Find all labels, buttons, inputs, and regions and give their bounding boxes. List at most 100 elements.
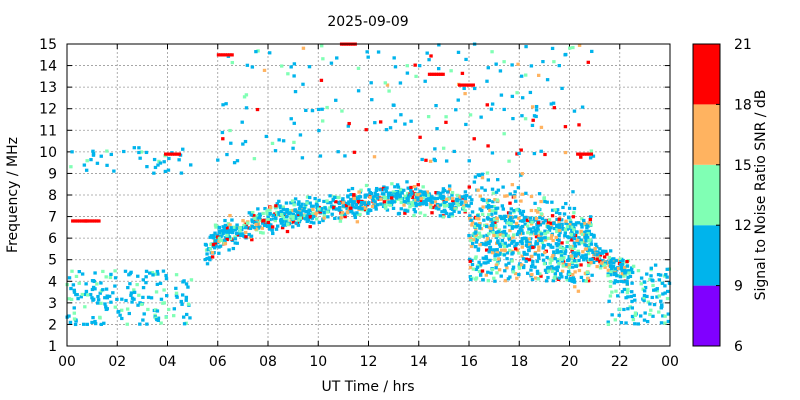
data-point [561,205,565,210]
data-point [500,243,504,247]
data-point [559,256,563,260]
data-point [181,147,185,151]
data-point [416,183,420,187]
data-point [624,321,628,325]
data-point [589,242,594,246]
data-point [574,221,579,225]
data-point [487,212,491,217]
data-point [556,242,561,246]
data-point [67,297,72,301]
data-point [454,207,458,211]
data-point [213,239,218,243]
data-point [655,289,660,293]
data-point [348,206,353,210]
data-point [441,187,446,191]
data-point [560,275,564,279]
data-point [356,89,361,93]
data-point [552,106,557,110]
data-point [515,91,519,95]
data-point [406,196,410,200]
data-point [528,241,532,245]
data-point [442,204,447,208]
colorbar-label: Signal to Noise Ratio SNR / dB [753,90,769,301]
data-point [586,252,591,256]
data-point [285,229,290,234]
data-point [514,199,518,203]
colorbar-band [693,44,720,105]
data-point [577,236,581,240]
data-point [549,102,553,106]
data-point [630,281,634,285]
data-point [622,280,626,284]
data-point [223,223,228,228]
data-point [531,118,535,122]
data-point [633,311,638,315]
data-point [250,224,254,228]
data-point [538,238,542,243]
data-point [244,93,249,97]
data-point [68,320,73,324]
data-point [495,198,499,202]
data-point [513,245,517,249]
data-point [539,274,543,278]
data-point [399,207,403,211]
data-point [364,128,368,132]
data-point [570,265,575,269]
data-point [543,268,548,272]
data-point [563,228,568,232]
data-point [217,236,222,240]
data-point [494,263,499,267]
data-point [498,69,503,73]
data-point [590,248,594,252]
data-point [467,83,471,87]
data-point [529,245,533,250]
data-point [414,74,418,78]
data-point [162,160,166,164]
data-point [231,246,236,251]
colorbar-tick-label: 6 [734,339,743,355]
data-point [496,239,500,243]
data-point [539,232,544,236]
data-point [580,225,584,229]
data-point [567,266,571,270]
data-point [218,244,223,248]
data-point [336,150,340,154]
data-point [444,211,449,215]
data-point [496,230,500,234]
data-point [532,151,537,156]
data-point [257,216,262,220]
data-point [273,219,277,223]
data-point [521,265,526,270]
data-point [572,241,577,245]
data-point [303,214,307,218]
data-point [595,253,599,257]
chart-title: 2025-09-09 [327,14,408,30]
data-point [519,74,524,78]
data-point [490,209,495,213]
data-point [84,168,89,172]
data-point [514,215,518,219]
data-point [260,226,264,230]
data-point [645,272,649,276]
data-point [430,72,434,76]
data-point [340,213,344,217]
data-point [488,245,493,249]
data-point [521,231,525,235]
data-point [390,200,394,205]
data-point [585,152,589,156]
data-point [462,86,466,91]
data-point [551,279,556,283]
data-point [138,301,142,305]
data-point [230,218,234,222]
data-point [285,207,289,212]
data-point [484,248,489,252]
data-point [530,105,535,109]
data-point [529,222,534,226]
data-point [514,225,518,229]
data-point [289,117,293,121]
data-point [499,93,504,97]
data-point [278,206,283,210]
data-point [545,200,549,204]
data-point [75,219,80,223]
data-point [447,187,452,192]
